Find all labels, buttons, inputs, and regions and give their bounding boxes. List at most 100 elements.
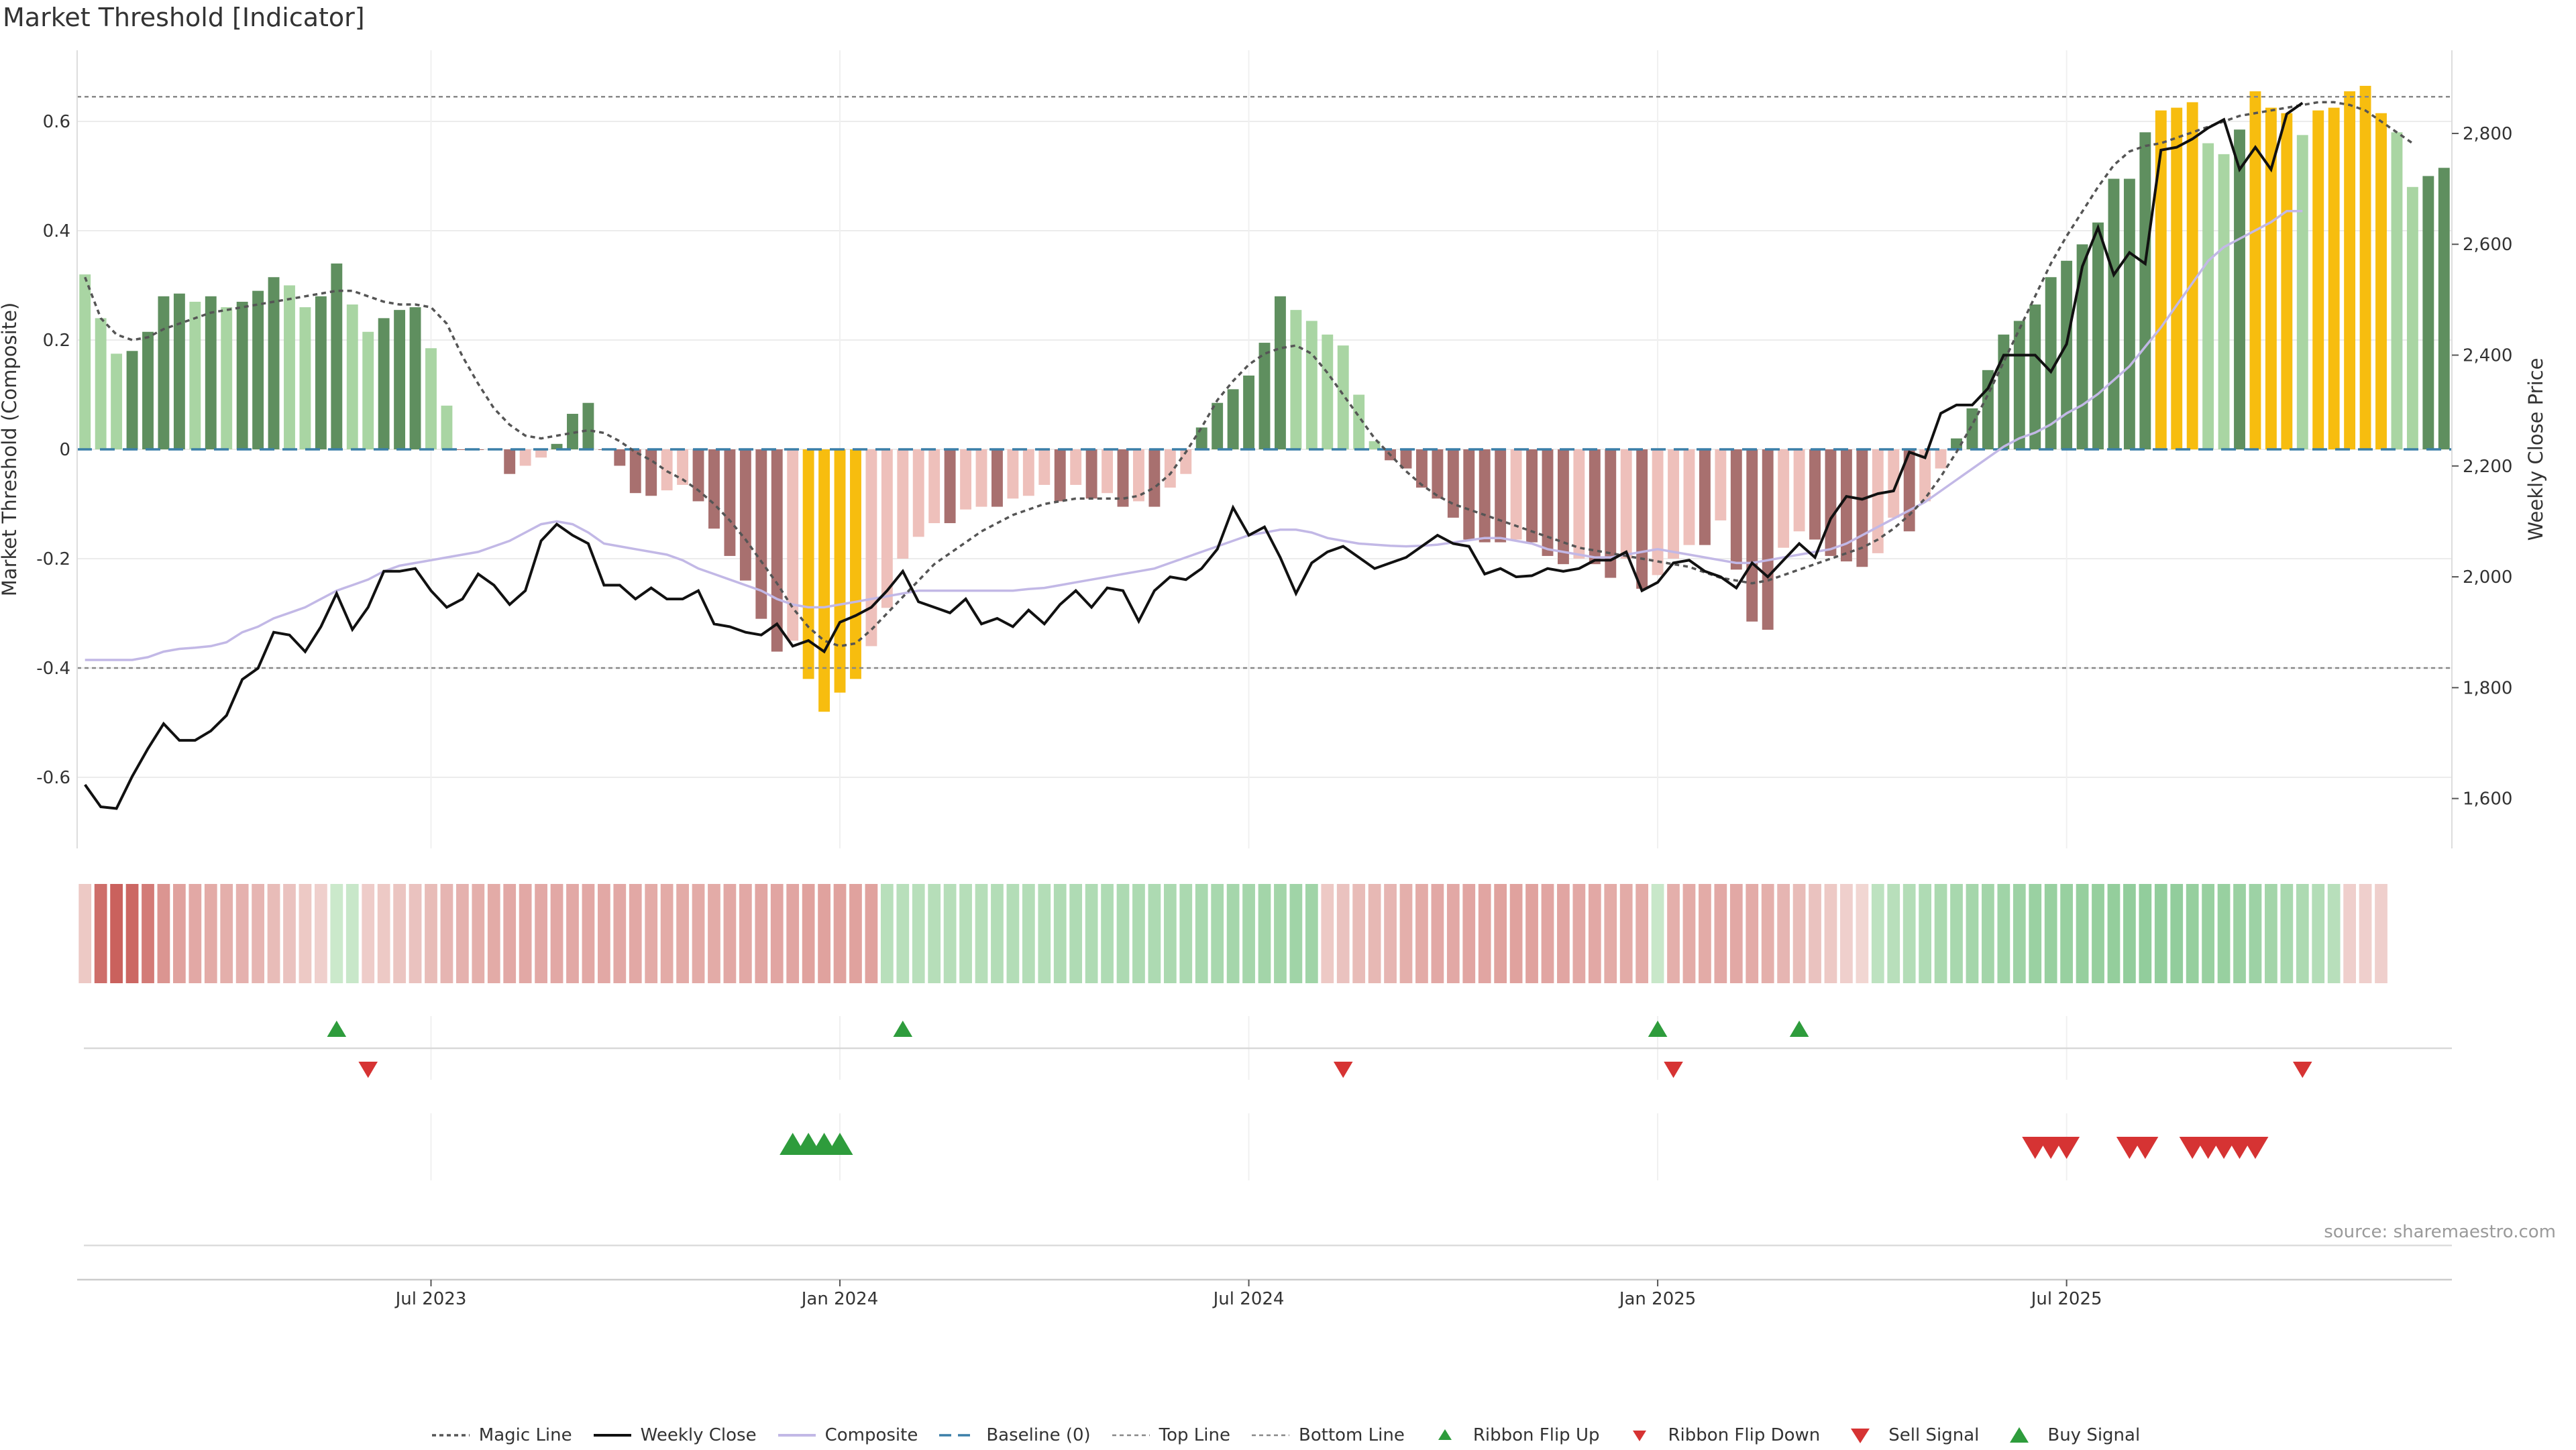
ribbon-cell — [2044, 884, 2057, 983]
ribbon-cell — [204, 884, 217, 983]
ribbon-flip-down-marker — [358, 1062, 378, 1078]
composite-bar — [944, 449, 956, 524]
composite-bar — [661, 449, 673, 491]
composite-bar — [394, 310, 406, 449]
ribbon-cell — [991, 884, 1004, 983]
composite-bar — [1195, 427, 1208, 449]
baseline-legend-symbol — [939, 1434, 977, 1437]
ribbon-cell — [377, 884, 390, 983]
ribbon-cell — [802, 884, 815, 983]
composite-bar — [1762, 449, 1774, 630]
ribbon-cell — [1604, 884, 1617, 983]
composite-bar — [2202, 143, 2214, 449]
ribbon-cell — [2092, 884, 2104, 983]
y2-tick-label: 2,600 — [2463, 235, 2512, 255]
ribbon-cell — [2375, 884, 2387, 983]
ribbon-cell — [1619, 884, 1633, 983]
composite-bar — [1888, 449, 1900, 518]
ribbon-cell — [283, 884, 296, 983]
ribbon-cell — [1714, 884, 1727, 983]
ribbon-cell — [1053, 884, 1067, 983]
ribbon-cell — [1541, 884, 1554, 983]
ribbon-cell — [566, 884, 579, 983]
ribbon-cell — [1384, 884, 1397, 983]
legend-item-sell: Sell Signal — [1839, 1425, 1979, 1445]
legend-label: Ribbon Flip Down — [1668, 1425, 1821, 1445]
ribbon-cell — [833, 884, 847, 983]
composite-bar — [173, 293, 185, 449]
ribbon-cell — [1242, 884, 1255, 983]
ribbon-cell — [2107, 884, 2121, 983]
composite-bar — [2171, 107, 2183, 449]
ribbon-cell — [1462, 884, 1476, 983]
composite-bar — [1620, 449, 1632, 559]
legend-item-flip-up: Ribbon Flip Up — [1424, 1425, 1599, 1445]
composite-bar — [2438, 168, 2450, 449]
ribbon-cell — [2154, 884, 2167, 983]
ribbon-flip-down-marker — [2292, 1062, 2312, 1078]
buy-legend-symbol — [2010, 1427, 2029, 1443]
ribbon-flip-down-marker — [1333, 1062, 1353, 1078]
ribbon-cell — [78, 884, 92, 983]
composite-bar — [1400, 449, 1412, 469]
ribbon-cell — [1934, 884, 1947, 983]
y-tick-label: -0.6 — [36, 768, 70, 788]
legend-item-close: Weekly Close — [591, 1425, 757, 1445]
ribbon-cell — [1163, 884, 1177, 983]
ribbon-cell — [1635, 884, 1649, 983]
ribbon-cell — [1761, 884, 1774, 983]
ribbon-cell — [1950, 884, 1963, 983]
ribbon-cell — [487, 884, 500, 983]
composite-bar — [456, 449, 468, 450]
composite-bar — [2422, 176, 2434, 449]
y2-tick-label: 1,600 — [2463, 789, 2512, 810]
composite-bar — [441, 405, 453, 449]
composite-bar — [2249, 91, 2261, 450]
composite-bar — [1699, 449, 1711, 545]
composite-bar — [519, 449, 531, 466]
ribbon-cell — [2202, 884, 2214, 983]
composite-bar — [1212, 402, 1224, 449]
y2-tick-label: 2,000 — [2463, 567, 2512, 588]
ribbon-cell — [1997, 884, 2010, 983]
ribbon-cell — [676, 884, 689, 983]
source-note: source: sharemaestro.com — [2324, 1222, 2556, 1242]
ribbon-cell — [2280, 884, 2294, 983]
ribbon-cell — [1840, 884, 1853, 983]
composite-bar — [1809, 449, 1821, 540]
composite-bar — [897, 449, 909, 559]
composite-bar — [582, 402, 594, 449]
y-tick-label: 0.6 — [43, 112, 70, 132]
composite-bar — [1432, 449, 1444, 499]
ribbon-cell — [1038, 884, 1051, 983]
composite-bar — [1510, 449, 1522, 540]
composite-bar — [1730, 449, 1742, 570]
composite-bar — [1070, 449, 1082, 485]
legend-item-top: Top Line — [1110, 1425, 1230, 1445]
ribbon-cell — [503, 884, 517, 983]
ribbon-cell — [1399, 884, 1413, 983]
composite-bar — [2108, 178, 2120, 449]
ribbon-cell — [1667, 884, 1680, 983]
flip_up-legend-symbol — [1438, 1429, 1452, 1440]
composite-bar — [79, 274, 91, 449]
ribbon-cell — [252, 884, 264, 983]
ribbon-cell — [1069, 884, 1083, 983]
composite-bar — [1180, 449, 1192, 474]
composite-bar — [2186, 102, 2198, 449]
composite-bar — [1951, 438, 1962, 449]
legend-item-composite: Composite — [775, 1425, 918, 1445]
composite-bar — [2375, 113, 2387, 449]
composite-bar — [2328, 107, 2340, 449]
composite-bar — [2344, 91, 2356, 450]
composite-bar — [567, 414, 578, 449]
composite-bar — [362, 331, 374, 449]
y-tick-label: 0.2 — [43, 331, 70, 351]
composite-bar — [739, 449, 751, 581]
ribbon-strip — [78, 884, 2387, 983]
ribbon-cell — [142, 884, 154, 983]
composite-bar — [2391, 132, 2403, 450]
flip_down-legend-symbol — [1633, 1431, 1647, 1441]
ribbon-cell — [1777, 884, 1790, 983]
ribbon-cell — [1415, 884, 1428, 983]
